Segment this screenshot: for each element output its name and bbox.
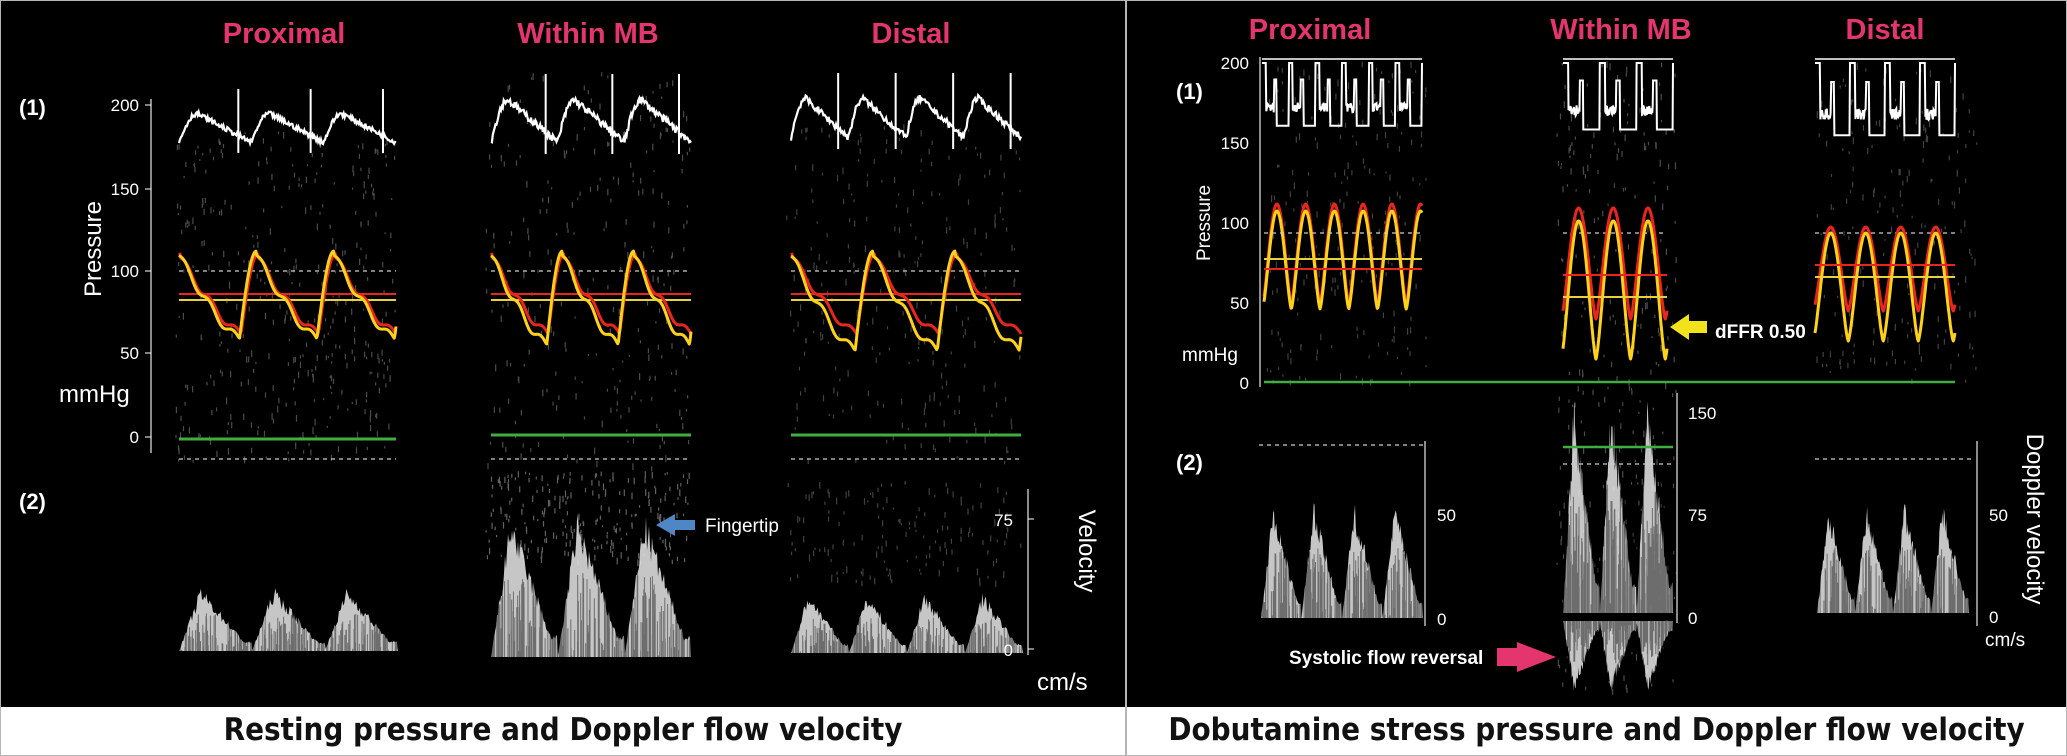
pressure-tick-200: 200 bbox=[1221, 54, 1249, 73]
velocity-axis-label: Velocity bbox=[1073, 510, 1100, 593]
segment-title-proximal: Proximal bbox=[1249, 14, 1372, 46]
aortic-pressure-wave bbox=[1561, 219, 1669, 361]
row-label-pressure: (1) bbox=[1176, 79, 1203, 104]
distal-pressure-wave bbox=[790, 252, 1023, 335]
spectral-speckle bbox=[787, 481, 1022, 587]
doppler-texture bbox=[1816, 545, 1969, 613]
resting-tracings: Proximal Within MB Distal (1) (2) 200 15… bbox=[19, 18, 1100, 696]
pressure-axis-label: Pressure bbox=[80, 201, 107, 297]
aortic-pressure-wave bbox=[1813, 231, 1957, 343]
velocity-unit: cm/s bbox=[1037, 669, 1088, 696]
velocity-tick-proximal-50: 50 bbox=[1437, 506, 1456, 525]
doppler-envelope-proximal bbox=[1261, 503, 1423, 618]
doppler-texture bbox=[1261, 548, 1423, 618]
pressure-tick-50: 50 bbox=[1230, 294, 1249, 313]
doppler-envelope-distal bbox=[1817, 504, 1969, 613]
ecg-trace bbox=[490, 94, 692, 145]
velocity-tick-mb-0: 0 bbox=[1688, 609, 1697, 628]
doppler-texture bbox=[1562, 621, 1674, 665]
distal-pressure-wave bbox=[1813, 225, 1957, 313]
reversal-envelope-within-mb bbox=[1563, 621, 1673, 692]
ecg-trace bbox=[177, 108, 397, 148]
velocity-tick-mb-150: 150 bbox=[1688, 404, 1716, 423]
spectral-speckle bbox=[786, 122, 1021, 465]
segment-title-proximal: Proximal bbox=[223, 18, 346, 50]
doppler-envelope-within-mb bbox=[1563, 400, 1673, 616]
row-label-pressure: (1) bbox=[19, 95, 46, 120]
doppler-envelope-proximal bbox=[179, 588, 398, 651]
ecg-traces bbox=[177, 73, 1023, 154]
fingertip-arrow bbox=[656, 514, 695, 536]
velocity-tick-proximal-0: 0 bbox=[1437, 610, 1446, 629]
ecg-trace bbox=[789, 92, 1023, 142]
doppler-texture bbox=[791, 616, 1022, 653]
pressure-traces bbox=[1259, 202, 1973, 465]
velocity-tick-distal-50: 50 bbox=[1989, 506, 2008, 525]
velocity-unit: cm/s bbox=[1985, 630, 2025, 651]
row-label-velocity: (2) bbox=[1176, 450, 1203, 475]
stress-caption: Dobutamine stress pressure and Doppler f… bbox=[1168, 712, 2025, 748]
aortic-pressure-wave bbox=[1262, 209, 1424, 311]
spectral-speckle bbox=[485, 72, 691, 472]
pressure-tick-100: 100 bbox=[111, 262, 139, 281]
doppler-envelope-distal bbox=[791, 593, 1023, 653]
velocity-tick-mb-75: 75 bbox=[1688, 506, 1707, 525]
pressure-traces bbox=[178, 249, 1023, 460]
stress-tracing-image: Proximal Within MB Distal (1) (2) 200 15… bbox=[1127, 1, 2066, 707]
segment-title-distal: Distal bbox=[872, 18, 951, 50]
pressure-tick-100: 100 bbox=[1221, 214, 1249, 233]
aortic-pressure-wave bbox=[790, 249, 1023, 352]
aortic-pressure-wave bbox=[178, 249, 398, 340]
ecg-traces bbox=[1262, 58, 1956, 137]
spectral-speckle bbox=[175, 131, 396, 464]
pressure-tick-150: 150 bbox=[111, 180, 139, 199]
segment-title-within-mb: Within MB bbox=[517, 18, 658, 50]
velocity-tick-75: 75 bbox=[994, 511, 1013, 530]
pressure-unit: mmHg bbox=[59, 381, 130, 408]
fingertip-label: Fingertip bbox=[705, 516, 779, 537]
velocity-tick-0: 0 bbox=[1004, 641, 1013, 660]
pressure-tick-200: 200 bbox=[111, 96, 139, 115]
pressure-axis-label: Pressure bbox=[1194, 185, 1215, 261]
stress-panel: Proximal Within MB Distal (1) (2) 200 15… bbox=[1126, 0, 2067, 756]
segment-title-distal: Distal bbox=[1846, 14, 1925, 46]
doppler-envelopes bbox=[1261, 400, 1969, 692]
resting-panel: Proximal Within MB Distal (1) (2) 200 15… bbox=[0, 0, 1126, 756]
pressure-unit: mmHg bbox=[1182, 345, 1238, 366]
stress-tracings: Proximal Within MB Distal (1) (2) 200 15… bbox=[1176, 14, 2048, 695]
resting-tracing-image: Proximal Within MB Distal (1) (2) 200 15… bbox=[1, 1, 1125, 707]
pressure-tick-0: 0 bbox=[130, 428, 139, 447]
distal-pressure-wave bbox=[1561, 206, 1669, 321]
pressure-tick-0: 0 bbox=[1240, 374, 1249, 393]
doppler-envelopes bbox=[179, 513, 1023, 657]
doppler-envelope-within-mb bbox=[491, 513, 691, 657]
velocity-axis-label: Doppler velocity bbox=[2021, 434, 2048, 605]
ecg-trace bbox=[1262, 62, 1423, 127]
aortic-pressure-wave bbox=[490, 249, 693, 346]
zero-velocity-band bbox=[1561, 613, 1675, 620]
dffr-label: dFFR 0.50 bbox=[1715, 322, 1806, 343]
ecg-trace bbox=[1563, 62, 1674, 131]
spectral-speckle bbox=[485, 471, 690, 567]
row-label-velocity: (2) bbox=[19, 489, 46, 514]
distal-pressure-wave bbox=[490, 252, 693, 335]
pressure-tick-150: 150 bbox=[1221, 134, 1249, 153]
doppler-texture bbox=[490, 569, 692, 657]
pressure-tick-50: 50 bbox=[120, 344, 139, 363]
spectral-speckle bbox=[1816, 63, 1978, 384]
velocity-tick-distal-0: 0 bbox=[1989, 608, 1998, 627]
doppler-texture bbox=[179, 612, 398, 651]
segment-title-within-mb: Within MB bbox=[1550, 14, 1691, 46]
resting-caption: Resting pressure and Doppler flow veloci… bbox=[223, 712, 903, 748]
dffr-arrow bbox=[1670, 314, 1707, 340]
systolic-reversal-arrow bbox=[1497, 642, 1556, 672]
systolic-reversal-label: Systolic flow reversal bbox=[1289, 648, 1483, 669]
distal-pressure-wave bbox=[178, 252, 398, 335]
ecg-trace bbox=[1815, 62, 1956, 137]
